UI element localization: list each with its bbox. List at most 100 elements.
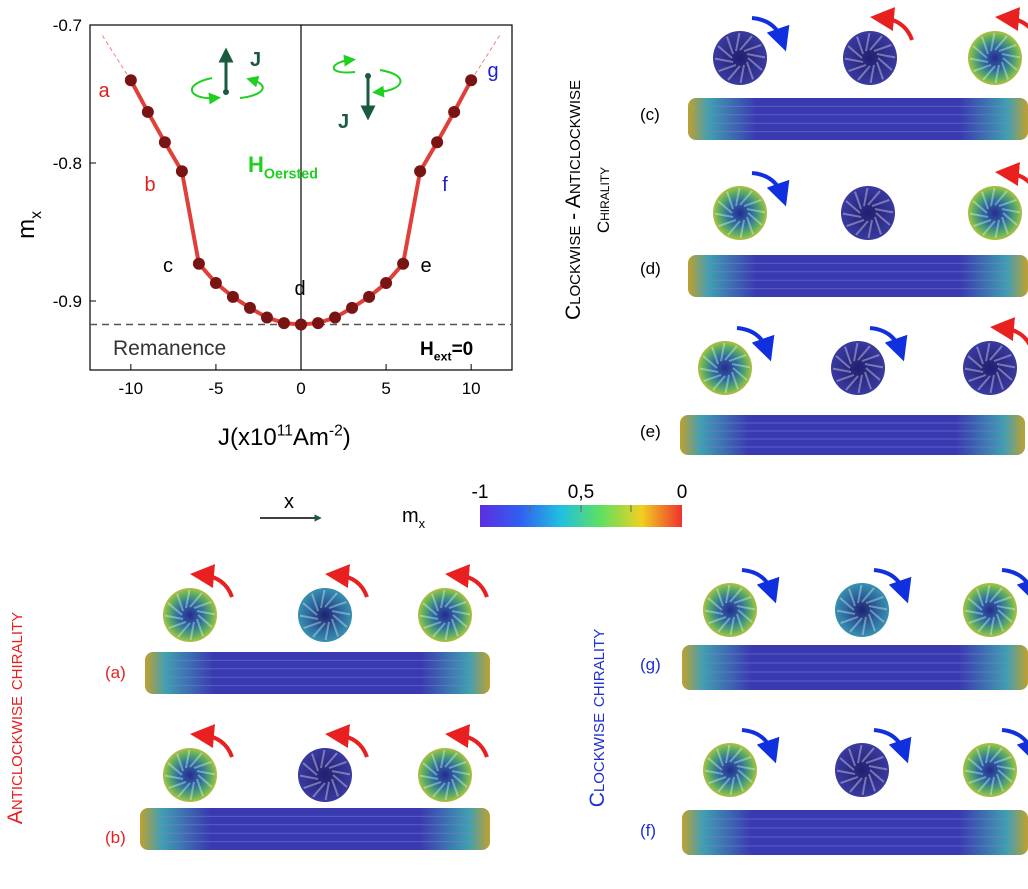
vortex-arrow — [728, 354, 747, 363]
vortex-arrow — [848, 748, 857, 767]
vortex-arrow — [324, 621, 330, 641]
vortex-arrow — [849, 617, 863, 633]
vortex-arrow — [857, 65, 871, 81]
chirality-arrow — [190, 564, 234, 598]
vortex-arrow — [324, 752, 338, 768]
vortex-arrow — [990, 32, 996, 52]
vortex-arrow — [868, 765, 888, 771]
vortex-arrow — [847, 45, 863, 59]
vortex — [713, 171, 790, 240]
vortex-arrow — [712, 375, 726, 391]
data-point — [363, 290, 376, 303]
panel-label: (g) — [640, 655, 661, 674]
colorbar-tick-label: -1 — [472, 482, 489, 503]
vortex-arrow — [745, 216, 754, 235]
vortex-core — [968, 186, 1022, 240]
vortex-arrow — [836, 769, 856, 775]
vortex-arrow — [189, 621, 195, 641]
vortex-arrow — [842, 212, 862, 218]
panel-label: (c) — [640, 105, 660, 124]
vortex-arrow — [865, 596, 884, 605]
vortex-arrow — [332, 774, 348, 788]
vortex-arrow — [736, 605, 756, 611]
vortex-arrow — [867, 219, 873, 239]
data-point — [124, 74, 137, 87]
vortex-arrow — [854, 191, 863, 210]
vortex-arrow — [989, 374, 995, 394]
data-point — [397, 257, 410, 270]
colorbar-tick-label: 0 — [677, 482, 688, 503]
vortex-arrow — [989, 776, 995, 796]
vortex-arrow — [177, 622, 191, 638]
vortex-arrow — [873, 216, 882, 235]
wire — [688, 98, 1028, 140]
vortex-arrow — [727, 220, 741, 236]
vortex-arrow — [708, 615, 727, 624]
y-tick-label: -0.7 — [53, 16, 82, 35]
chirality-arrow — [741, 728, 780, 764]
vortex-arrow — [968, 373, 987, 382]
fit-extension — [101, 34, 132, 81]
vortex-arrow — [977, 617, 991, 633]
vortex-arrow — [164, 774, 184, 780]
vortex-arrow — [985, 342, 991, 362]
vortex-arrow — [724, 374, 730, 394]
vortex-arrow — [312, 622, 326, 638]
oersted-label-part: Oersted — [264, 167, 318, 183]
vortex-arrow — [985, 584, 991, 604]
chirality-arrow — [873, 728, 912, 764]
vortex-arrow — [1000, 216, 1009, 235]
vortex-arrow — [877, 57, 893, 71]
data-point — [243, 301, 256, 314]
vortex-arrow — [717, 777, 731, 793]
vortex — [835, 568, 912, 637]
vortex-arrow — [164, 614, 184, 620]
vortex-arrow — [167, 762, 183, 776]
vortex-core — [703, 743, 757, 797]
vortex-arrow — [328, 761, 347, 770]
data-point — [260, 311, 273, 324]
vortex-arrow — [969, 212, 989, 218]
vortex-arrow — [865, 756, 884, 765]
vortex-arrow — [840, 775, 859, 784]
vortex-core — [713, 31, 767, 85]
vortex-arrow — [846, 218, 865, 227]
vortex-core — [163, 588, 217, 642]
vortex-arrow — [869, 64, 875, 84]
chirality-arrow — [990, 317, 1028, 346]
vortex-arrow — [423, 620, 442, 629]
vortex-arrow — [876, 53, 896, 59]
vortex-arrow — [836, 373, 855, 382]
oersted-label: HOersted — [248, 152, 318, 183]
chirality-arrow — [736, 326, 775, 362]
vortex-arrow — [994, 219, 1000, 239]
vortex-arrow — [973, 63, 992, 72]
vortex-core — [963, 341, 1017, 395]
vortex-arrow — [861, 776, 867, 796]
vortex-arrow — [450, 618, 459, 637]
chirality-arrow — [870, 7, 914, 41]
vortex-arrow — [743, 199, 762, 208]
vortex-arrow — [702, 355, 718, 369]
x-tick-label: -10 — [119, 379, 144, 398]
point-label: e — [420, 255, 431, 277]
vortex — [703, 728, 780, 797]
vortex-arrow — [444, 781, 450, 801]
vortex — [418, 564, 489, 642]
x-axis-label: J(x1011Am-2) — [218, 422, 351, 451]
vortex-arrow — [849, 777, 863, 793]
vortex-arrow — [994, 190, 1008, 206]
vortex-arrow — [718, 218, 737, 227]
vortex-arrow — [196, 770, 216, 776]
vortex-arrow — [867, 613, 876, 632]
vortex-arrow — [725, 744, 731, 764]
vortex-arrow — [735, 773, 744, 792]
vortex-arrow — [845, 200, 861, 214]
chirality-arrow — [325, 724, 369, 758]
vortex-arrow — [725, 584, 731, 604]
vortex-arrow — [1001, 208, 1021, 214]
vortex-arrow — [976, 748, 985, 767]
vortex-arrow — [839, 597, 855, 611]
vortex-arrow — [976, 346, 985, 365]
